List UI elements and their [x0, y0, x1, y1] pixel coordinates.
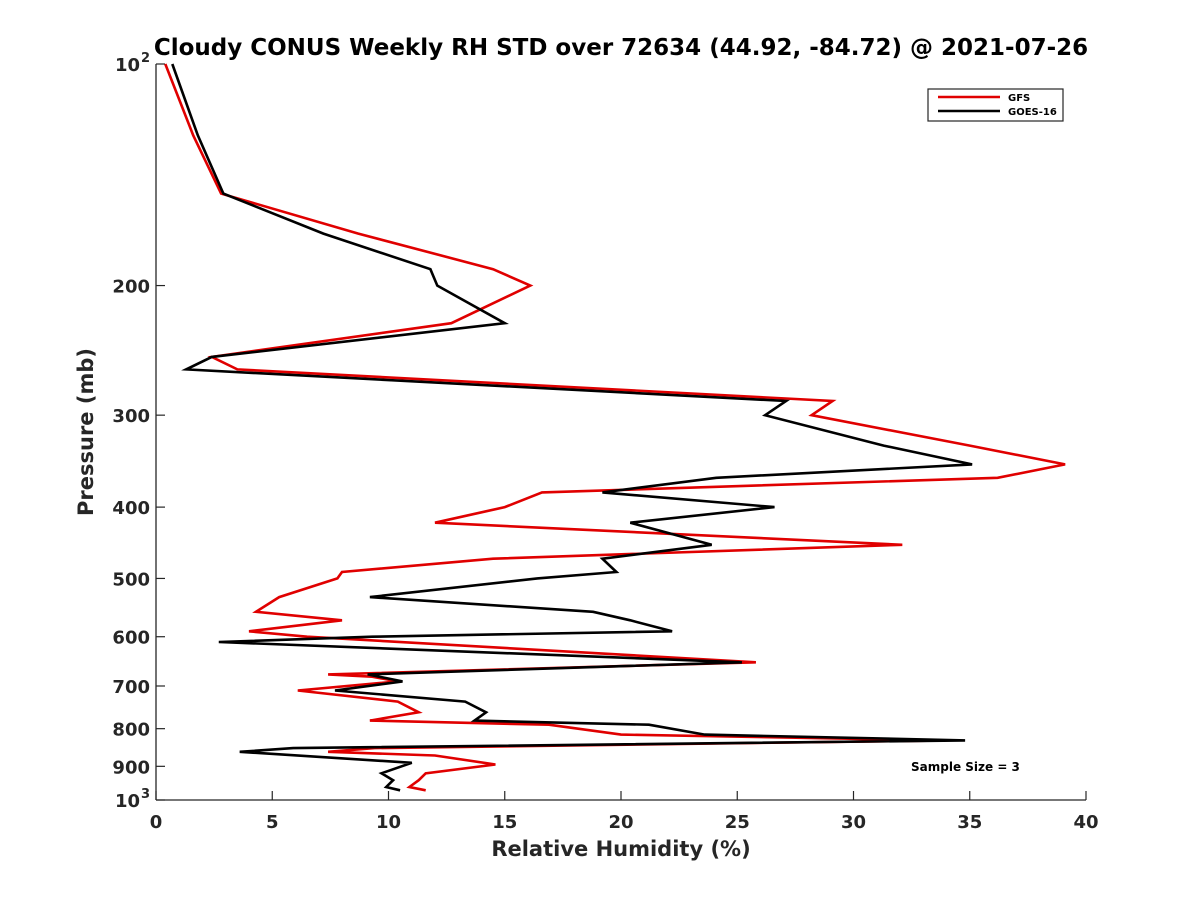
x-tick-label: 30 [841, 812, 866, 833]
sample-size-annotation: Sample Size = 3 [911, 760, 1020, 774]
y-tick-label: 900 [112, 757, 150, 778]
x-axis-label: Relative Humidity (%) [491, 837, 750, 861]
plot-area [155, 64, 1086, 801]
y-tick-label: 400 [112, 498, 150, 519]
legend: GFS GOES-16 [927, 88, 1064, 122]
y-tick-label: 300 [112, 406, 150, 427]
legend-label-goes-16: GOES-16 [1008, 107, 1057, 118]
y-tick-label: 600 [112, 628, 150, 649]
x-axis-ticks: 0 5 10 15 20 25 30 35 40 [150, 791, 1099, 833]
x-tick-label: 15 [492, 812, 517, 833]
x-tick-label: 20 [608, 812, 633, 833]
legend-box [927, 88, 1064, 122]
legend-label-gfs: GFS [1008, 93, 1030, 104]
y-tick-label: 700 [112, 677, 150, 698]
series-line-goes-16 [171, 63, 973, 792]
series-layer [164, 63, 1066, 792]
y-tick-label: 10 [115, 791, 140, 812]
y-tick-exponent: 3 [141, 787, 150, 802]
x-tick-label: 0 [150, 812, 163, 833]
chart-title: Cloudy CONUS Weekly RH STD over 72634 (4… [154, 35, 1088, 61]
series-line-gfs [164, 63, 1066, 792]
x-tick-label: 25 [725, 812, 750, 833]
y-tick-label: 200 [112, 277, 150, 298]
x-tick-label: 35 [957, 812, 982, 833]
y-tick-label: 10 [115, 55, 140, 76]
y-tick-label: 500 [112, 569, 150, 590]
y-tick-exponent: 2 [141, 51, 150, 66]
x-tick-label: 10 [376, 812, 401, 833]
y-tick-label: 800 [112, 720, 150, 741]
x-tick-label: 40 [1073, 812, 1098, 833]
x-tick-label: 5 [266, 812, 279, 833]
y-axis-label: Pressure (mb) [74, 348, 98, 516]
